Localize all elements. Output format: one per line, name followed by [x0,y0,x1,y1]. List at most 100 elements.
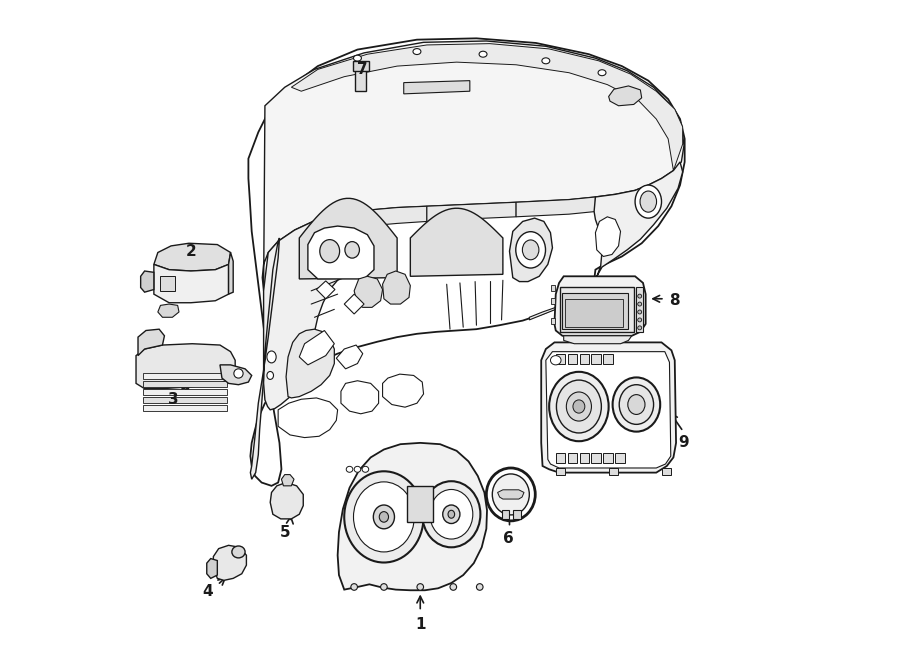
Text: 3: 3 [168,393,179,407]
Polygon shape [158,304,179,317]
Ellipse shape [566,392,591,421]
Polygon shape [513,510,521,519]
Bar [556,453,565,463]
Ellipse shape [379,512,389,522]
Polygon shape [554,276,645,336]
Bar [551,285,555,291]
Ellipse shape [542,58,550,64]
Polygon shape [341,381,379,414]
Text: 2: 2 [185,244,196,258]
Polygon shape [608,86,642,106]
Polygon shape [282,475,294,486]
Polygon shape [207,559,217,578]
Polygon shape [382,271,410,304]
Bar [160,276,175,291]
Ellipse shape [628,395,645,414]
Polygon shape [382,374,424,407]
Polygon shape [262,41,684,291]
Bar [580,354,589,364]
Ellipse shape [413,48,421,55]
Polygon shape [140,271,154,292]
Polygon shape [427,202,516,221]
Polygon shape [344,294,364,314]
Polygon shape [501,510,509,519]
Bar [603,354,613,364]
Ellipse shape [354,482,414,552]
Polygon shape [264,210,369,410]
Bar [551,318,555,324]
Polygon shape [404,81,470,94]
Text: 7: 7 [356,62,367,77]
Polygon shape [154,264,229,303]
Text: 4: 4 [202,584,212,599]
Polygon shape [292,44,683,171]
Ellipse shape [522,240,539,260]
Ellipse shape [551,356,561,365]
Bar [662,468,670,475]
Polygon shape [563,336,632,344]
Ellipse shape [355,467,361,472]
Polygon shape [541,342,676,473]
Bar [407,486,434,522]
Ellipse shape [430,489,472,539]
Bar [568,354,577,364]
Ellipse shape [556,380,601,433]
Polygon shape [338,443,487,590]
Ellipse shape [374,505,394,529]
Polygon shape [142,389,227,395]
Polygon shape [142,405,227,411]
Ellipse shape [638,294,642,298]
Text: 6: 6 [503,531,514,546]
Ellipse shape [232,546,245,558]
Ellipse shape [346,467,353,472]
Polygon shape [136,344,235,389]
Bar [556,468,565,475]
Bar [580,453,589,463]
Ellipse shape [344,471,424,563]
Polygon shape [142,373,227,379]
Polygon shape [142,397,227,403]
Ellipse shape [638,326,642,330]
Polygon shape [341,206,427,230]
Bar [568,453,577,463]
Ellipse shape [234,369,243,378]
Polygon shape [286,329,334,398]
Ellipse shape [422,481,481,547]
Ellipse shape [443,505,460,524]
Polygon shape [248,38,685,486]
Ellipse shape [354,55,362,61]
Polygon shape [138,329,165,356]
Ellipse shape [516,231,545,268]
Polygon shape [220,365,252,385]
Polygon shape [154,243,230,271]
Text: 5: 5 [279,525,290,539]
Polygon shape [300,330,334,365]
Bar [608,468,618,475]
Ellipse shape [362,467,369,472]
Ellipse shape [619,385,653,424]
Ellipse shape [448,510,454,518]
Polygon shape [498,490,524,499]
Polygon shape [410,208,503,276]
Polygon shape [300,198,397,279]
Ellipse shape [479,51,487,58]
Bar [565,299,623,327]
Text: 1: 1 [415,617,426,632]
Ellipse shape [450,584,456,590]
Text: 9: 9 [678,436,688,450]
Polygon shape [213,545,247,580]
Ellipse shape [492,474,529,515]
Ellipse shape [638,310,642,314]
Polygon shape [545,352,670,468]
Ellipse shape [549,371,608,442]
Polygon shape [250,238,280,479]
Bar [551,298,555,304]
Polygon shape [509,218,553,282]
Polygon shape [142,381,227,387]
Bar [603,453,613,463]
Polygon shape [516,197,596,217]
Ellipse shape [635,185,662,218]
Ellipse shape [351,584,357,590]
Polygon shape [596,217,620,256]
Polygon shape [308,226,374,279]
